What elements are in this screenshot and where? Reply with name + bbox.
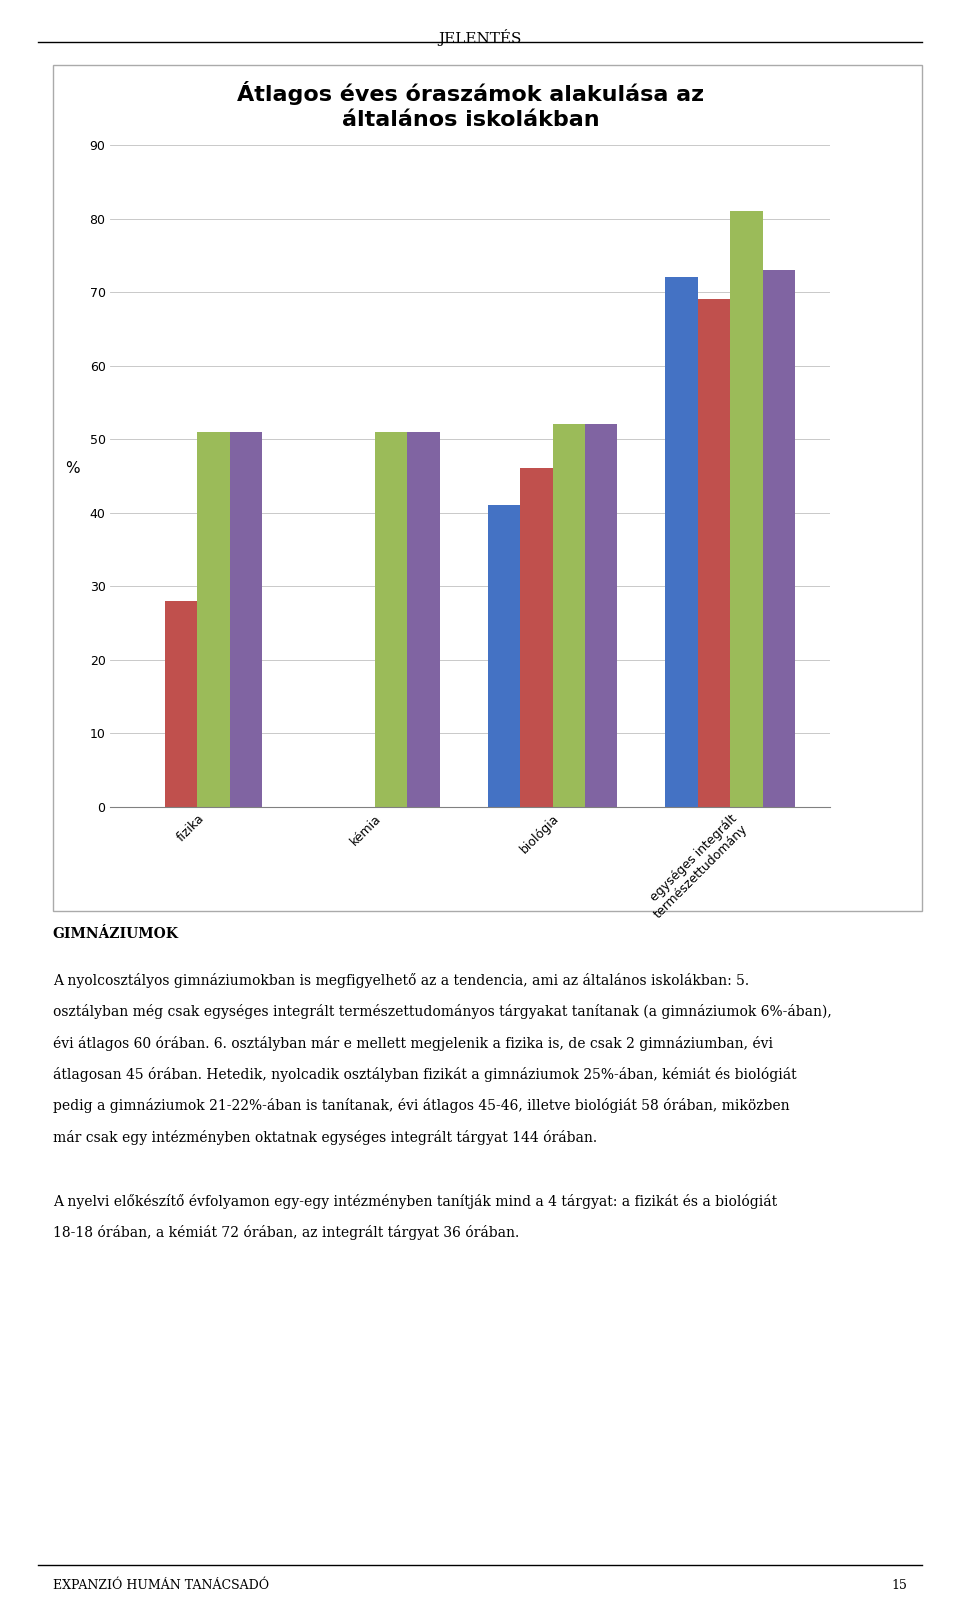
Bar — [198, 432, 229, 806]
Y-axis label: %: % — [65, 461, 81, 476]
Text: A nyolcosztályos gimnáziumokban is megfigyelhető az a tendencia, ami az általáno: A nyolcosztályos gimnáziumokban is megfi… — [53, 973, 749, 987]
Bar — [229, 432, 262, 806]
Text: JELENTÉS: JELENTÉS — [439, 29, 521, 47]
Bar — [407, 432, 440, 806]
Title: Átlagos éves óraszámok alakulása az
általános iskolákban: Átlagos éves óraszámok alakulása az álta… — [237, 81, 704, 129]
Bar — [585, 424, 617, 806]
Bar — [731, 211, 762, 806]
Bar — [553, 424, 585, 806]
Bar — [520, 468, 553, 806]
Text: átlagosan 45 órában. Hetedik, nyolcadik osztályban fizikát a gimnáziumok 25%-ába: átlagosan 45 órában. Hetedik, nyolcadik … — [53, 1068, 797, 1082]
Text: EXPANZIÓ HUMÁN TANÁCSADÓ: EXPANZIÓ HUMÁN TANÁCSADÓ — [53, 1579, 269, 1592]
Text: évi átlagos 60 órában. 6. osztályban már e mellett megjelenik a fizika is, de cs: évi átlagos 60 órában. 6. osztályban már… — [53, 1036, 773, 1050]
Bar — [762, 269, 795, 806]
Bar — [375, 432, 407, 806]
Bar — [165, 600, 198, 806]
Text: GIMNÁZIUMOK: GIMNÁZIUMOK — [53, 927, 179, 942]
Bar — [665, 277, 698, 806]
Bar — [488, 505, 520, 806]
Text: már csak egy intézményben oktatnak egységes integrált tárgyat 144 órában.: már csak egy intézményben oktatnak egysé… — [53, 1129, 597, 1145]
Text: pedig a gimnáziumok 21-22%-ában is tanítanak, évi átlagos 45-46, illetve biológi: pedig a gimnáziumok 21-22%-ában is tanít… — [53, 1098, 789, 1113]
Text: A nyelvi előkészítő évfolyamon egy-egy intézményben tanítják mind a 4 tárgyat: a: A nyelvi előkészítő évfolyamon egy-egy i… — [53, 1194, 777, 1208]
Text: osztályban még csak egységes integrált természettudományos tárgyakat tanítanak (: osztályban még csak egységes integrált t… — [53, 1003, 831, 1019]
Text: 15: 15 — [891, 1579, 907, 1592]
Text: 18-18 órában, a kémiát 72 órában, az integrált tárgyat 36 órában.: 18-18 órában, a kémiát 72 órában, az int… — [53, 1226, 519, 1240]
Bar — [698, 300, 731, 806]
